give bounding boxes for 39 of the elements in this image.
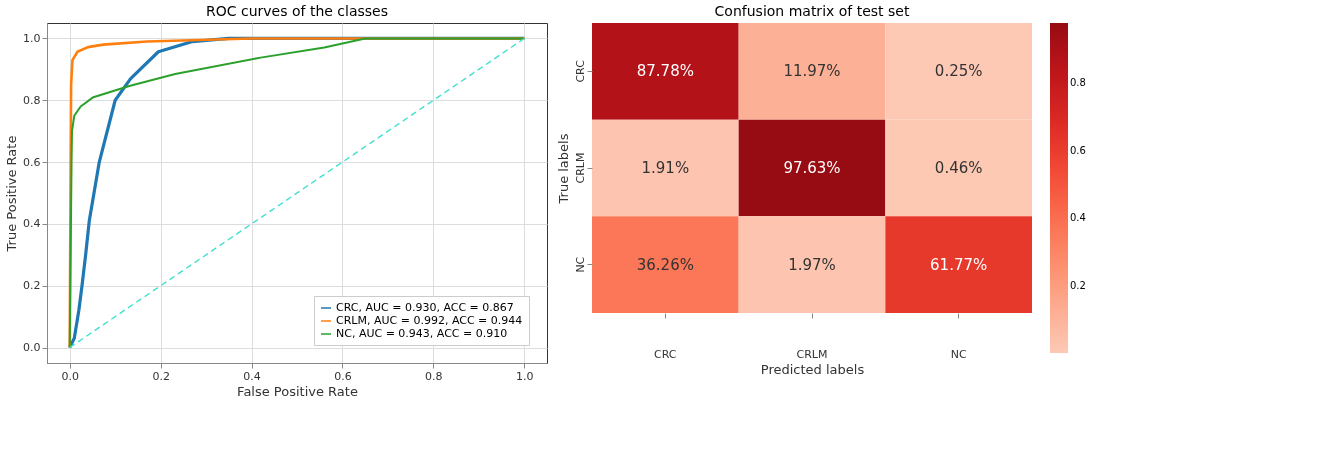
x-tick-label: NC [950, 347, 967, 361]
y-tick-label: 1.0 [23, 31, 41, 45]
color-bar-label: 0.2 [1070, 280, 1086, 292]
y-tick-label: 0.4 [23, 217, 41, 231]
y-tick-label: NC [573, 256, 587, 273]
x-tick-label: 0.8 [425, 369, 443, 383]
x-tick-label: CRC [654, 347, 677, 361]
y-tick-label: CRLM [573, 152, 587, 184]
y-tick-label: 0.2 [23, 279, 41, 293]
y-axis-title: True labels [555, 133, 571, 205]
legend-label: CRLM, AUC = 0.992, ACC = 0.944 [336, 314, 523, 327]
x-axis-title: False Positive Rate [237, 383, 358, 399]
y-tick-label: 0.8 [23, 93, 41, 107]
data-label: 36.26% [636, 255, 694, 274]
data-label: 1.97% [788, 255, 836, 274]
color-bar-label: 0.6 [1070, 144, 1086, 156]
legend-label: CRC, AUC = 0.930, ACC = 0.867 [336, 301, 514, 314]
y-axis-title: True Positive Rate [4, 135, 20, 253]
data-label: 0.25% [934, 62, 983, 81]
color-bar-label: 0.4 [1070, 212, 1086, 224]
legend-label: NC, AUC = 0.943, ACC = 0.910 [336, 327, 508, 340]
x-tick-label: 0.4 [243, 369, 261, 383]
chart-title: ROC curves of the classes [206, 3, 388, 19]
x-tick-label: 1.0 [516, 369, 534, 383]
data-label: 1.91% [641, 159, 690, 177]
color-bar-label: 0.8 [1070, 76, 1086, 88]
data-label: 0.46% [934, 159, 983, 177]
data-label: 61.77% [930, 255, 988, 274]
data-label: 11.97% [783, 62, 841, 81]
y-tick-label: 0.6 [23, 155, 41, 169]
x-tick-label: 0.2 [152, 369, 170, 383]
x-axis-title: Predicted labels [760, 361, 865, 377]
x-tick-label: 0.0 [61, 369, 79, 383]
x-tick-label: 0.6 [334, 369, 352, 383]
x-tick-label: CRLM [796, 347, 828, 361]
data-label: 87.78% [636, 62, 694, 81]
y-tick-label: CRC [573, 59, 587, 83]
chart-title: Confusion matrix of test set [714, 3, 910, 19]
data-label: 97.63% [783, 159, 841, 177]
